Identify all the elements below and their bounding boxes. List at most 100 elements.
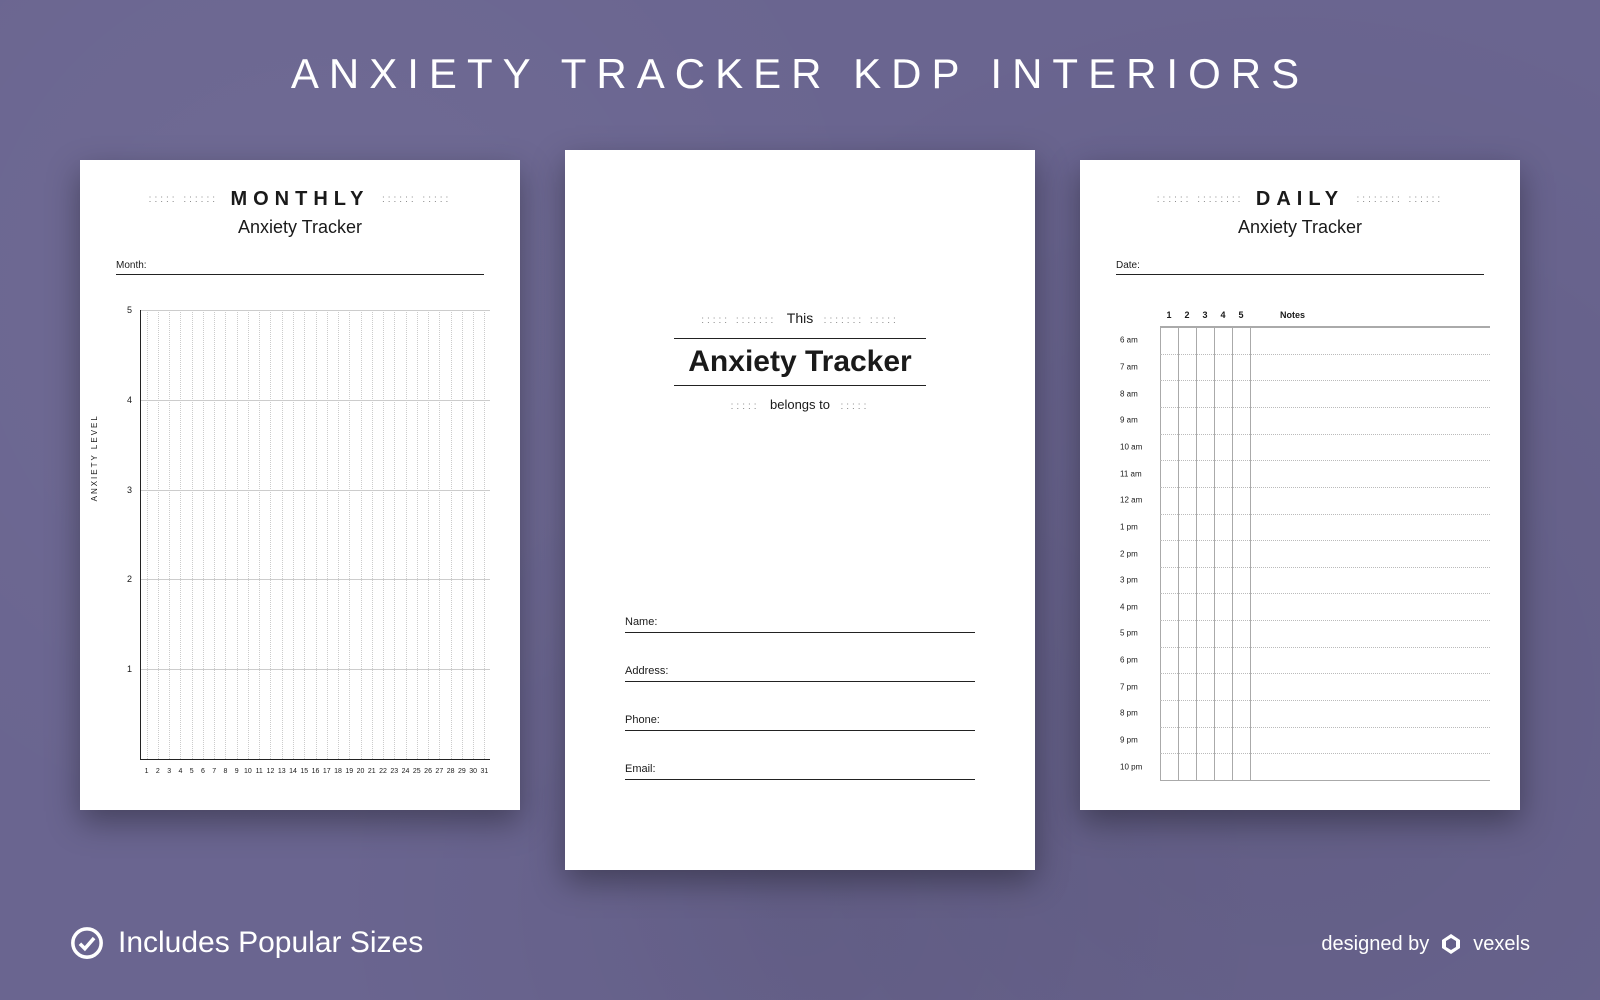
y-axis-label: ANXIETY LEVEL (90, 414, 99, 501)
page-cover: ::::: ::::::: This ::::::: ::::: Anxiety… (565, 150, 1035, 870)
v-gridline (248, 310, 249, 759)
v-gridline (1250, 327, 1251, 780)
cover-main-title: Anxiety Tracker (674, 338, 925, 386)
cover-fields: Name:Address:Phone:Email: (625, 584, 975, 780)
h-gridline (1160, 780, 1490, 781)
time-row-label: 7 am (1120, 362, 1156, 371)
time-row-label: 10 pm (1120, 762, 1156, 771)
y-tick-label: 1 (127, 664, 132, 674)
x-tick-label: 4 (178, 768, 182, 775)
cover-field-row: Name: (625, 610, 975, 633)
dot-decoration: ::::: :::::: (149, 194, 218, 205)
time-row-label: 1 pm (1120, 522, 1156, 531)
x-tick-label: 31 (480, 768, 488, 775)
v-gridline (484, 310, 485, 759)
time-row-label: 9 pm (1120, 736, 1156, 745)
time-row-label: 9 am (1120, 416, 1156, 425)
v-gridline (338, 310, 339, 759)
x-tick-label: 6 (201, 768, 205, 775)
time-row-label: 12 am (1120, 496, 1156, 505)
v-gridline (451, 310, 452, 759)
h-gridline (1160, 460, 1490, 461)
monthly-chart-plot: 1234512345678910111213141516171819202122… (140, 310, 490, 760)
v-gridline (293, 310, 294, 759)
v-gridline (1196, 327, 1197, 780)
time-row-label: 4 pm (1120, 602, 1156, 611)
v-gridline (327, 310, 328, 759)
v-gridline (349, 310, 350, 759)
h-gridline (1160, 380, 1490, 381)
v-gridline (158, 310, 159, 759)
v-gridline (304, 310, 305, 759)
page-daily: :::::: :::::::: DAILY :::::::: :::::: An… (1080, 160, 1520, 810)
month-field: Month: (116, 260, 484, 275)
h-gridline (1160, 567, 1490, 568)
x-tick-label: 2 (156, 768, 160, 775)
level-col-header: 2 (1184, 310, 1189, 320)
h-gridline (1160, 727, 1490, 728)
time-row-label: 5 pm (1120, 629, 1156, 638)
x-tick-label: 14 (289, 768, 297, 775)
h-gridline (1160, 540, 1490, 541)
x-tick-label: 22 (379, 768, 387, 775)
x-tick-label: 3 (167, 768, 171, 775)
h-gridline (1160, 327, 1490, 328)
monthly-chart: ANXIETY LEVEL 12345123456789101112131415… (130, 310, 490, 780)
x-tick-label: 18 (334, 768, 342, 775)
x-tick-label: 13 (278, 768, 286, 775)
footer-includes-light: Popular Sizes (238, 926, 423, 959)
y-tick-label: 2 (127, 574, 132, 584)
time-row-label: 3 pm (1120, 576, 1156, 585)
monthly-heading: MONTHLY (230, 188, 369, 211)
footer-includes-bold: Includes (118, 926, 230, 959)
banner-title-bold: ANXIETY TRACKER (291, 50, 832, 97)
v-gridline (316, 310, 317, 759)
time-row-label: 8 am (1120, 389, 1156, 398)
daily-grid: 6 am7 am8 am9 am10 am11 am12 am1 pm2 pm3… (1160, 326, 1490, 780)
x-tick-label: 15 (300, 768, 308, 775)
x-tick-label: 21 (368, 768, 376, 775)
time-row-label: 2 pm (1120, 549, 1156, 558)
time-row-label: 11 am (1120, 469, 1156, 478)
x-tick-label: 1 (145, 768, 149, 775)
x-tick-label: 23 (390, 768, 398, 775)
v-gridline (225, 310, 226, 759)
v-gridline (439, 310, 440, 759)
x-tick-label: 27 (435, 768, 443, 775)
h-gridline (1160, 407, 1490, 408)
dot-decoration: :::::::: :::::: (1357, 194, 1444, 205)
x-tick-label: 17 (323, 768, 331, 775)
x-tick-label: 25 (413, 768, 421, 775)
x-tick-label: 10 (244, 768, 252, 775)
v-gridline (147, 310, 148, 759)
time-row-label: 6 pm (1120, 656, 1156, 665)
h-gridline (1160, 753, 1490, 754)
h-gridline (1160, 354, 1490, 355)
time-row-label: 8 pm (1120, 709, 1156, 718)
v-gridline (462, 310, 463, 759)
v-gridline (180, 310, 181, 759)
x-tick-label: 12 (267, 768, 275, 775)
h-gridline (1160, 673, 1490, 674)
dot-decoration: :::::: ::::: (382, 194, 451, 205)
level-col-header: 5 (1238, 310, 1243, 320)
time-row-label: 7 pm (1120, 682, 1156, 691)
x-tick-label: 28 (447, 768, 455, 775)
pages-container: ::::: :::::: MONTHLY :::::: ::::: Anxiet… (80, 150, 1520, 880)
h-gridline (1160, 620, 1490, 621)
h-gridline (1160, 593, 1490, 594)
x-tick-label: 20 (357, 768, 365, 775)
v-gridline (406, 310, 407, 759)
x-tick-label: 24 (402, 768, 410, 775)
time-row-label: 6 am (1120, 336, 1156, 345)
x-tick-label: 11 (256, 768, 263, 775)
daily-heading: DAILY (1256, 188, 1344, 211)
y-tick-label: 4 (127, 395, 132, 405)
v-gridline (473, 310, 474, 759)
daily-subtitle: Anxiety Tracker (1080, 217, 1520, 238)
y-tick-label: 5 (127, 305, 132, 315)
level-col-header: 1 (1166, 310, 1171, 320)
x-tick-label: 7 (212, 768, 216, 775)
x-tick-label: 30 (469, 768, 477, 775)
v-gridline (214, 310, 215, 759)
